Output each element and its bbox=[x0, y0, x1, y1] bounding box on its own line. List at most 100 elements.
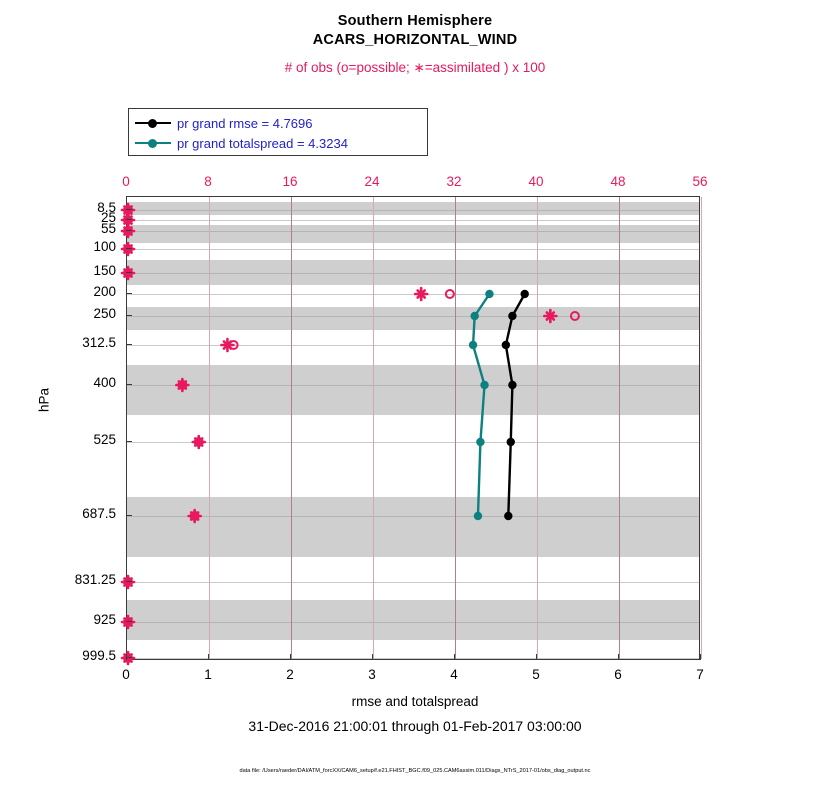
x-tick-label: 6 bbox=[614, 667, 622, 682]
top-axis-title: # of obs (o=possible; ∗=assimilated ) x … bbox=[284, 60, 546, 75]
y-tick-mark bbox=[126, 621, 132, 622]
series-point bbox=[508, 311, 517, 321]
series-line-totalspread bbox=[471, 293, 491, 517]
y-tick-mark bbox=[126, 384, 132, 385]
obs-possible-marker bbox=[123, 226, 134, 236]
obs-possible-marker bbox=[177, 380, 188, 390]
series-point bbox=[468, 340, 478, 350]
series-point bbox=[485, 289, 494, 299]
date-range: 31-Dec-2016 21:00:01 through 01-Feb-2017… bbox=[248, 718, 582, 734]
top-tick-label: 0 bbox=[122, 174, 130, 189]
gridline-h bbox=[127, 516, 699, 517]
x-tick-label: 4 bbox=[450, 667, 458, 682]
obs-possible-marker bbox=[123, 215, 134, 225]
series-point bbox=[504, 511, 513, 521]
x-tick-label: 3 bbox=[368, 667, 376, 682]
obs-assimilated-marker bbox=[413, 286, 429, 302]
y-axis-label: hPa bbox=[36, 387, 52, 413]
x-tick-mark bbox=[372, 654, 373, 660]
y-tick-mark bbox=[126, 315, 132, 316]
gridline-h bbox=[127, 231, 699, 232]
y-tick-label: 687.5 bbox=[82, 506, 116, 521]
legend-item-totalspread: pr grand totalspread = 4.3234 bbox=[135, 134, 348, 152]
gridline-h bbox=[127, 385, 699, 386]
obs-possible-marker bbox=[569, 311, 580, 321]
y-tick-label: 400 bbox=[93, 375, 116, 390]
y-tick-mark bbox=[126, 581, 132, 582]
band bbox=[127, 307, 699, 330]
gridline-h bbox=[127, 210, 699, 211]
series-point bbox=[501, 340, 511, 350]
y-tick-label: 925 bbox=[93, 612, 116, 627]
gridline-v bbox=[701, 197, 702, 659]
legend-item-rmse: pr grand rmse = 4.7696 bbox=[135, 114, 313, 132]
y-tick-mark bbox=[126, 515, 132, 516]
obs-possible-marker bbox=[123, 268, 134, 278]
band bbox=[127, 365, 699, 415]
band bbox=[127, 202, 699, 215]
gridline-h bbox=[127, 294, 699, 295]
series-point bbox=[470, 311, 479, 321]
y-tick-label: 150 bbox=[93, 263, 116, 278]
y-tick-label: 200 bbox=[93, 284, 116, 299]
obs-possible-marker bbox=[123, 577, 134, 587]
gridline-h bbox=[127, 249, 699, 250]
y-tick-label: 525 bbox=[93, 432, 116, 447]
page-subtitle: ACARS_HORIZONTAL_WIND bbox=[312, 32, 518, 48]
y-tick-mark bbox=[126, 272, 132, 273]
gridline-h bbox=[127, 345, 699, 346]
y-tick-mark bbox=[126, 248, 132, 249]
obs-possible-marker bbox=[444, 289, 455, 299]
series-point bbox=[506, 437, 515, 447]
top-tick-label: 32 bbox=[446, 174, 462, 189]
series-line-rmse bbox=[504, 293, 526, 517]
page-title: Southern Hemisphere bbox=[337, 13, 493, 29]
y-tick-label: 8.5 bbox=[97, 200, 116, 215]
gridline-h bbox=[127, 316, 699, 317]
x-tick-mark bbox=[618, 654, 619, 660]
top-tick-label: 40 bbox=[528, 174, 544, 189]
top-tick-label: 8 bbox=[204, 174, 212, 189]
gridline-h bbox=[127, 622, 699, 623]
band bbox=[127, 260, 699, 285]
band bbox=[127, 497, 699, 557]
series-point bbox=[473, 511, 483, 521]
obs-possible-marker bbox=[189, 511, 200, 521]
y-tick-label: 250 bbox=[93, 306, 116, 321]
y-tick-mark bbox=[126, 293, 132, 294]
gridline-h bbox=[127, 658, 699, 659]
gridline-v bbox=[209, 197, 210, 659]
x-tick-label: 5 bbox=[532, 667, 540, 682]
gridline-v bbox=[373, 197, 374, 659]
y-tick-label: 25 bbox=[100, 210, 116, 225]
gridline-v bbox=[455, 197, 456, 659]
y-tick-mark bbox=[126, 230, 132, 231]
obs-assimilated-marker bbox=[543, 308, 558, 324]
top-tick-label: 16 bbox=[282, 174, 298, 189]
x-tick-label: 1 bbox=[204, 667, 212, 682]
x-tick-mark bbox=[536, 654, 537, 660]
x-tick-label: 2 bbox=[286, 667, 294, 682]
y-tick-label: 999.5 bbox=[82, 648, 116, 663]
obs-possible-marker bbox=[123, 617, 134, 627]
gridline-v bbox=[291, 197, 292, 659]
x-tick-label: 7 bbox=[696, 667, 704, 682]
x-tick-label: 0 bbox=[122, 667, 130, 682]
band bbox=[127, 225, 699, 243]
x-tick-mark bbox=[700, 654, 701, 660]
data-file-path: data file: /Users/raeder/DAI/ATM_forcXX/… bbox=[239, 768, 591, 774]
x-tick-mark bbox=[208, 654, 209, 660]
gridline-h bbox=[127, 582, 699, 583]
obs-possible-marker bbox=[193, 437, 204, 447]
legend-label-totalspread: pr grand totalspread = 4.3234 bbox=[177, 135, 348, 151]
gridline-h bbox=[127, 273, 699, 274]
obs-possible-marker bbox=[228, 340, 239, 350]
series-point bbox=[476, 437, 485, 447]
series-point bbox=[508, 380, 517, 390]
gridline-h bbox=[127, 442, 699, 443]
top-tick-label: 24 bbox=[364, 174, 380, 189]
gridline-h bbox=[127, 220, 699, 221]
y-tick-mark bbox=[126, 209, 132, 210]
y-tick-mark bbox=[126, 219, 132, 220]
legend-line-totalspread bbox=[135, 139, 171, 148]
